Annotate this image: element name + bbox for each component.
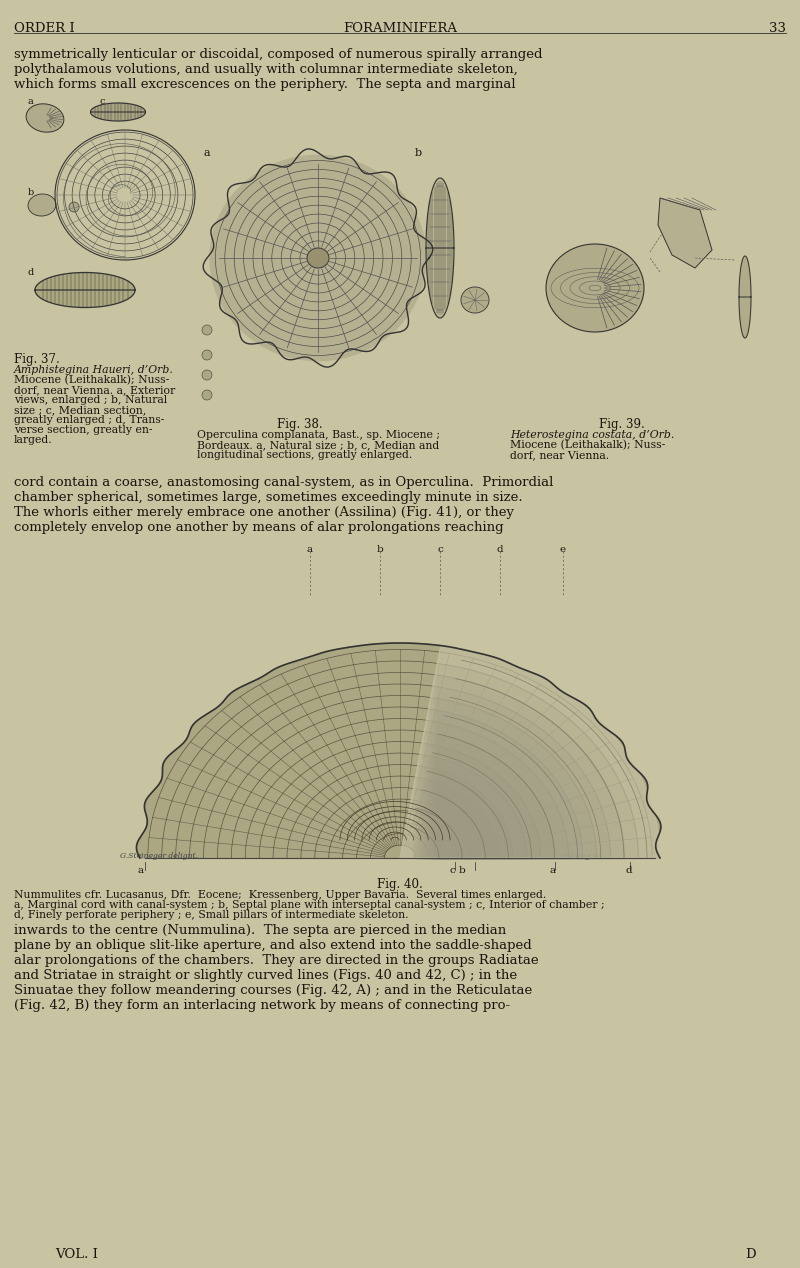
Text: d: d bbox=[626, 866, 633, 875]
Ellipse shape bbox=[26, 104, 64, 132]
Text: greatly enlarged ; d, Trans-: greatly enlarged ; d, Trans- bbox=[14, 415, 164, 425]
Polygon shape bbox=[35, 273, 135, 308]
Text: Fig. 40.: Fig. 40. bbox=[377, 877, 423, 891]
Text: d: d bbox=[28, 268, 34, 276]
Text: Fig. 37.: Fig. 37. bbox=[14, 353, 60, 366]
Text: Amphistegina Haueri, d’Orb.: Amphistegina Haueri, d’Orb. bbox=[14, 365, 174, 375]
Text: (Fig. 42, B) they form an interlacing network by means of connecting pro-: (Fig. 42, B) they form an interlacing ne… bbox=[14, 999, 510, 1012]
Text: b: b bbox=[377, 545, 383, 554]
Text: e: e bbox=[560, 545, 566, 554]
Text: dorf, near Vienna.: dorf, near Vienna. bbox=[510, 450, 609, 460]
Text: b: b bbox=[28, 188, 34, 197]
Text: ORDER I: ORDER I bbox=[14, 22, 74, 36]
Polygon shape bbox=[210, 156, 426, 360]
Text: D: D bbox=[745, 1248, 756, 1260]
Text: Nummulites cfr. Lucasanus, Dfr.  Eocene;  Kressenberg, Upper Bavaria.  Several t: Nummulites cfr. Lucasanus, Dfr. Eocene; … bbox=[14, 890, 546, 900]
Text: dorf, near Vienna. a, Exterior: dorf, near Vienna. a, Exterior bbox=[14, 385, 175, 396]
Text: b: b bbox=[415, 148, 422, 158]
Text: cord contain a coarse, anastomosing canal-system, as in Operculina.  Primordial: cord contain a coarse, anastomosing cana… bbox=[14, 476, 554, 489]
Text: Operculina complanata, Bast., sp. Miocene ;: Operculina complanata, Bast., sp. Miocen… bbox=[197, 430, 440, 440]
Text: FORAMINIFERA: FORAMINIFERA bbox=[343, 22, 457, 36]
Text: Bordeaux. a, Natural size ; b, c, Median and: Bordeaux. a, Natural size ; b, c, Median… bbox=[197, 440, 439, 450]
Text: a: a bbox=[203, 148, 210, 158]
Text: Fig. 38.: Fig. 38. bbox=[277, 418, 323, 431]
Text: alar prolongations of the chambers.  They are directed in the groups Radiatae: alar prolongations of the chambers. They… bbox=[14, 954, 538, 967]
Polygon shape bbox=[137, 643, 661, 858]
Ellipse shape bbox=[28, 194, 56, 216]
Text: a: a bbox=[307, 545, 313, 554]
Text: verse section, greatly en-: verse section, greatly en- bbox=[14, 425, 153, 435]
Text: plane by an oblique slit-like aperture, and also extend into the saddle-shaped: plane by an oblique slit-like aperture, … bbox=[14, 940, 532, 952]
Text: The whorls either merely embrace one another (Assilina) (Fig. 41), or they: The whorls either merely embrace one ano… bbox=[14, 506, 514, 519]
Text: inwards to the centre (Nummulina).  The septa are pierced in the median: inwards to the centre (Nummulina). The s… bbox=[14, 924, 506, 937]
Text: c: c bbox=[437, 545, 443, 554]
Text: longitudinal sections, greatly enlarged.: longitudinal sections, greatly enlarged. bbox=[197, 450, 412, 460]
Circle shape bbox=[202, 391, 212, 399]
Circle shape bbox=[202, 370, 212, 380]
Text: Miocene (Leithakalk); Nuss-: Miocene (Leithakalk); Nuss- bbox=[510, 440, 666, 450]
Text: Heterostegina costata, d’Orb.: Heterostegina costata, d’Orb. bbox=[510, 430, 674, 440]
Text: Sinuatae they follow meandering courses (Fig. 42, A) ; and in the Reticulatae: Sinuatae they follow meandering courses … bbox=[14, 984, 532, 997]
Text: c b: c b bbox=[450, 866, 466, 875]
Text: chamber spherical, sometimes large, sometimes exceedingly minute in size.: chamber spherical, sometimes large, some… bbox=[14, 491, 522, 503]
Text: views, enlarged ; b, Natural: views, enlarged ; b, Natural bbox=[14, 396, 167, 404]
Text: 33: 33 bbox=[769, 22, 786, 36]
Circle shape bbox=[69, 202, 79, 212]
Text: and Striatae in straight or slightly curved lines (Figs. 40 and 42, C) ; in the: and Striatae in straight or slightly cur… bbox=[14, 969, 517, 981]
Text: which forms small excrescences on the periphery.  The septa and marginal: which forms small excrescences on the pe… bbox=[14, 79, 516, 91]
Text: c: c bbox=[100, 96, 106, 107]
Text: symmetrically lenticular or discoidal, composed of numerous spirally arranged: symmetrically lenticular or discoidal, c… bbox=[14, 48, 542, 61]
Text: G.Steineger delignt.: G.Steineger delignt. bbox=[120, 852, 198, 860]
Polygon shape bbox=[90, 103, 146, 120]
Polygon shape bbox=[400, 645, 660, 858]
Polygon shape bbox=[658, 198, 712, 268]
Ellipse shape bbox=[461, 287, 489, 313]
Text: a, Marginal cord with canal-system ; b, Septal plane with interseptal canal-syst: a, Marginal cord with canal-system ; b, … bbox=[14, 900, 605, 910]
Text: completely envelop one another by means of alar prolongations reaching: completely envelop one another by means … bbox=[14, 521, 504, 534]
Text: d, Finely perforate periphery ; e, Small pillars of intermediate skeleton.: d, Finely perforate periphery ; e, Small… bbox=[14, 910, 409, 921]
Text: a: a bbox=[28, 96, 34, 107]
Text: Rühling sc.: Rühling sc. bbox=[560, 852, 603, 860]
Ellipse shape bbox=[546, 243, 644, 332]
Ellipse shape bbox=[307, 249, 329, 268]
Text: VOL. I: VOL. I bbox=[55, 1248, 98, 1260]
Text: polythalamous volutions, and usually with columnar intermediate skeleton,: polythalamous volutions, and usually wit… bbox=[14, 63, 518, 76]
Text: d: d bbox=[497, 545, 503, 554]
Circle shape bbox=[202, 325, 212, 335]
Text: a: a bbox=[138, 866, 144, 875]
Polygon shape bbox=[739, 256, 751, 339]
Text: larged.: larged. bbox=[14, 435, 53, 445]
Polygon shape bbox=[426, 178, 454, 318]
Text: size ; c, Median section,: size ; c, Median section, bbox=[14, 404, 146, 415]
Text: a: a bbox=[550, 866, 556, 875]
Text: Fig. 39.: Fig. 39. bbox=[599, 418, 645, 431]
Text: Miocene (Leithakalk); Nuss-: Miocene (Leithakalk); Nuss- bbox=[14, 375, 170, 385]
Circle shape bbox=[202, 350, 212, 360]
